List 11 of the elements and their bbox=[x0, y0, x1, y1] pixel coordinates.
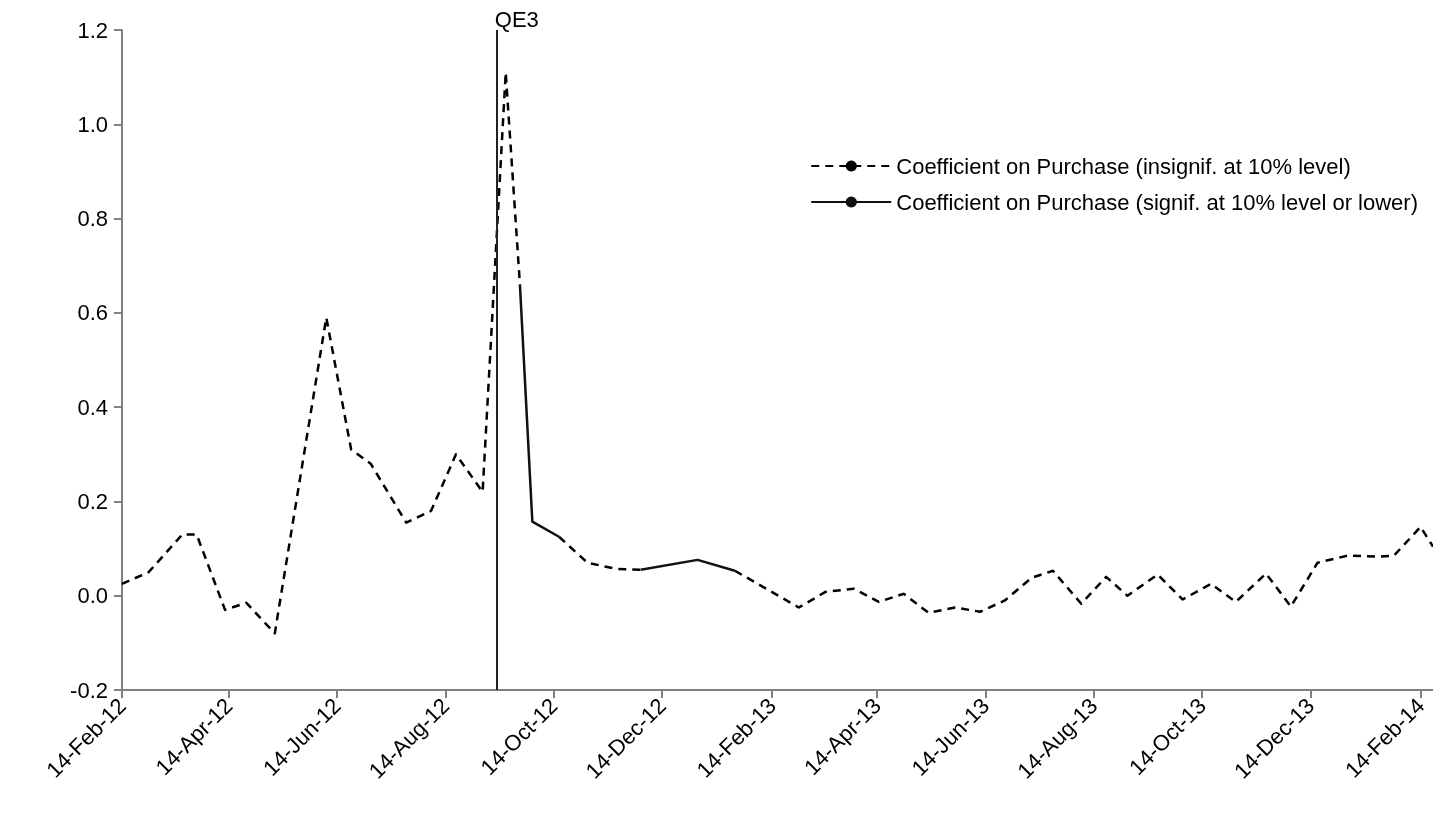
y-tick-label: 1.2 bbox=[77, 17, 108, 43]
ref-line-label: QE3 bbox=[494, 6, 539, 32]
y-tick-label: -0.2 bbox=[70, 677, 108, 703]
y-tick-label: 0.4 bbox=[77, 394, 108, 420]
y-tick-label: 1.0 bbox=[77, 111, 108, 137]
legend-label: Coefficient on Purchase (signif. at 10% level or lower) bbox=[896, 189, 1419, 215]
y-tick-label: 0.6 bbox=[77, 300, 108, 326]
y-tick-label: 0.8 bbox=[77, 206, 108, 232]
y-tick-label: 0.2 bbox=[77, 488, 108, 514]
legend-label: Coefficient on Purchase (insignif. at 10% level) bbox=[896, 153, 1351, 179]
y-tick-label: 0.0 bbox=[77, 583, 108, 609]
